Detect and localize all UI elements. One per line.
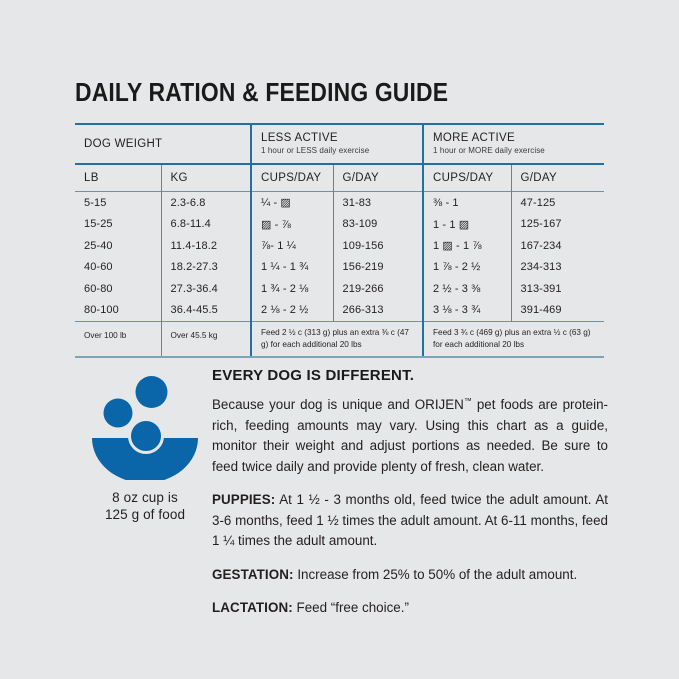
cell-less-grams: 156-219: [332, 256, 424, 278]
serving-size-block: 8 oz cup is 125 g of food: [75, 368, 215, 523]
gestation-label: GESTATION:: [212, 566, 294, 582]
cell-more-cups: 1 ▨ - 1 ⅞: [422, 235, 512, 257]
table-row: 40-60 18.2-27.3 1 ¼ - 1 ¾ 156-219 1 ⅞ - …: [75, 256, 605, 278]
cell-less-grams: 266-313: [332, 299, 424, 322]
cell-more-grams: 167-234: [510, 235, 605, 257]
cell-less-cups: 2 ⅛ - 2 ½: [250, 299, 334, 322]
copy-intro-paragraph: Because your dog is unique and ORIJEN™ p…: [212, 395, 608, 477]
column-header-less-grams: G/DAY: [332, 163, 424, 192]
cell-lb: 5-15: [75, 191, 161, 214]
cell-less-cups: 1 ¾ - 2 ⅛: [250, 278, 334, 300]
group-header-dog-weight: DOG WEIGHT: [75, 123, 252, 164]
cell-lb: 80-100: [84, 304, 119, 317]
cell-lb: 60-80: [84, 282, 113, 295]
copy-puppies-paragraph: PUPPIES: At 1 ½ - 3 months old, feed twi…: [212, 490, 608, 552]
cell-less-grams: 219-266: [332, 278, 424, 300]
table-column-header-row: LB KG CUPS/DAY G/DAY CUPS/DAY G/DAY: [75, 163, 605, 192]
copy-gestation-paragraph: GESTATION: Increase from 25% to 50% of t…: [212, 565, 608, 586]
cell-more-grams: 234-313: [510, 256, 605, 278]
puppies-label: PUPPIES:: [212, 492, 276, 507]
table-row: 80-100 36.4-45.5 2 ⅛ - 2 ½ 266-313 3 ⅛ -…: [75, 299, 605, 322]
table-row: 25-40 11.4-18.2 ⅞- 1 ¼ 109-156 1 ▨ - 1 ⅞…: [75, 235, 605, 257]
intro-text-after-brand: pet foods are protein-rich, feeding amou…: [212, 397, 608, 474]
cell-kg: 11.4-18.2: [160, 235, 252, 257]
lactation-label: LACTATION:: [212, 600, 293, 615]
lactation-text: Feed “free choice.”: [292, 600, 409, 615]
table-row: 15-25 6.8-11.4 ▨ - ⅞ 83-109 1 - 1 ▨ 125-…: [75, 213, 605, 235]
footer-cell-kg: Over 45.5 kg: [160, 321, 252, 358]
footer-cell-less-active: Feed 2 ½ c (313 g) plus an extra ⅜ c (47…: [250, 321, 424, 358]
cell-less-grams: 109-156: [332, 235, 424, 257]
cell-more-cups: 1 ⅞ - 2 ½: [422, 256, 512, 278]
cell-kg: 27.3-36.4: [160, 278, 252, 300]
footer-cell-more-active: Feed 3 ¾ c (469 g) plus an extra ½ c (63…: [422, 321, 605, 358]
copy-heading: EVERY DOG IS DIFFERENT.: [212, 367, 415, 384]
puppies-text: At 1 ½ - 3 months old, feed twice the ad…: [212, 492, 608, 548]
intro-text-before-brand: Because your dog is unique and: [212, 397, 415, 412]
table-row: 5-15 2.3-6.8 ¼ - ▨ 31-83 ⅜ - 1 47-125: [75, 191, 605, 214]
cell-lb: 25-40: [84, 239, 113, 252]
brand-name: ORIJEN: [414, 397, 464, 412]
column-header-lb: LB: [75, 163, 161, 192]
footer-cell-lb: Over 100 lb: [75, 321, 161, 358]
caption-line-1: 8 oz cup is: [112, 490, 178, 505]
cell-lb: 15-25: [84, 218, 113, 231]
cell-less-cups: ⅞- 1 ¼: [250, 235, 334, 257]
trademark-symbol: ™: [463, 396, 472, 406]
column-header-kg: KG: [160, 163, 252, 192]
copy-lactation-paragraph: LACTATION: Feed “free choice.”: [212, 598, 608, 619]
group-header-less-active: LESS ACTIVE 1 hour or LESS daily exercis…: [250, 123, 424, 164]
cell-more-cups: 2 ½ - 3 ⅜: [422, 278, 512, 300]
cell-more-grams: 47-125: [510, 191, 605, 214]
cell-more-cups: 1 - 1 ▨: [422, 213, 512, 235]
cell-kg: 6.8-11.4: [160, 213, 252, 235]
cell-less-cups: ¼ - ▨: [250, 191, 334, 214]
cell-more-cups: ⅜ - 1: [422, 191, 512, 214]
cell-less-grams: 83-109: [332, 213, 424, 235]
group-header-more-active: MORE ACTIVE 1 hour or MORE daily exercis…: [422, 123, 605, 164]
cell-more-cups: 3 ⅛ - 3 ¾: [422, 299, 512, 322]
page-title: DAILY RATION & FEEDING GUIDE: [75, 77, 449, 107]
cell-kg: 2.3-6.8: [160, 191, 252, 214]
cell-kg: 18.2-27.3: [160, 256, 252, 278]
cell-less-grams: 31-83: [332, 191, 424, 214]
table-footer-row: Over 100 lb Over 45.5 kg Feed 2 ½ c (313…: [75, 321, 605, 358]
cell-more-grams: 125-167: [510, 213, 605, 235]
cell-kg: 36.4-45.5: [160, 299, 252, 322]
serving-size-caption: 8 oz cup is 125 g of food: [75, 489, 215, 523]
feeding-table-container: DOG WEIGHT LESS ACTIVE 1 hour or LESS da…: [75, 123, 605, 358]
cell-more-grams: 313-391: [510, 278, 605, 300]
column-header-less-cups: CUPS/DAY: [250, 163, 334, 192]
feeding-table: DOG WEIGHT LESS ACTIVE 1 hour or LESS da…: [75, 123, 605, 358]
column-header-more-grams: G/DAY: [510, 163, 605, 192]
column-header-more-cups: CUPS/DAY: [422, 163, 512, 192]
gestation-text: Increase from 25% to 50% of the adult am…: [293, 566, 578, 582]
food-bowl-icon: [92, 376, 198, 480]
table-group-header-row: DOG WEIGHT LESS ACTIVE 1 hour or LESS da…: [75, 123, 605, 164]
table-row: 60-80 27.3-36.4 1 ¾ - 2 ⅛ 219-266 2 ½ - …: [75, 278, 605, 300]
cell-less-cups: 1 ¼ - 1 ¾: [250, 256, 334, 278]
cell-lb: 40-60: [84, 261, 113, 274]
guidance-copy: EVERY DOG IS DIFFERENT. Because your dog…: [212, 367, 608, 619]
cell-less-cups: ▨ - ⅞: [250, 213, 334, 235]
cell-more-grams: 391-469: [510, 299, 605, 322]
caption-line-2: 125 g of food: [104, 507, 186, 522]
